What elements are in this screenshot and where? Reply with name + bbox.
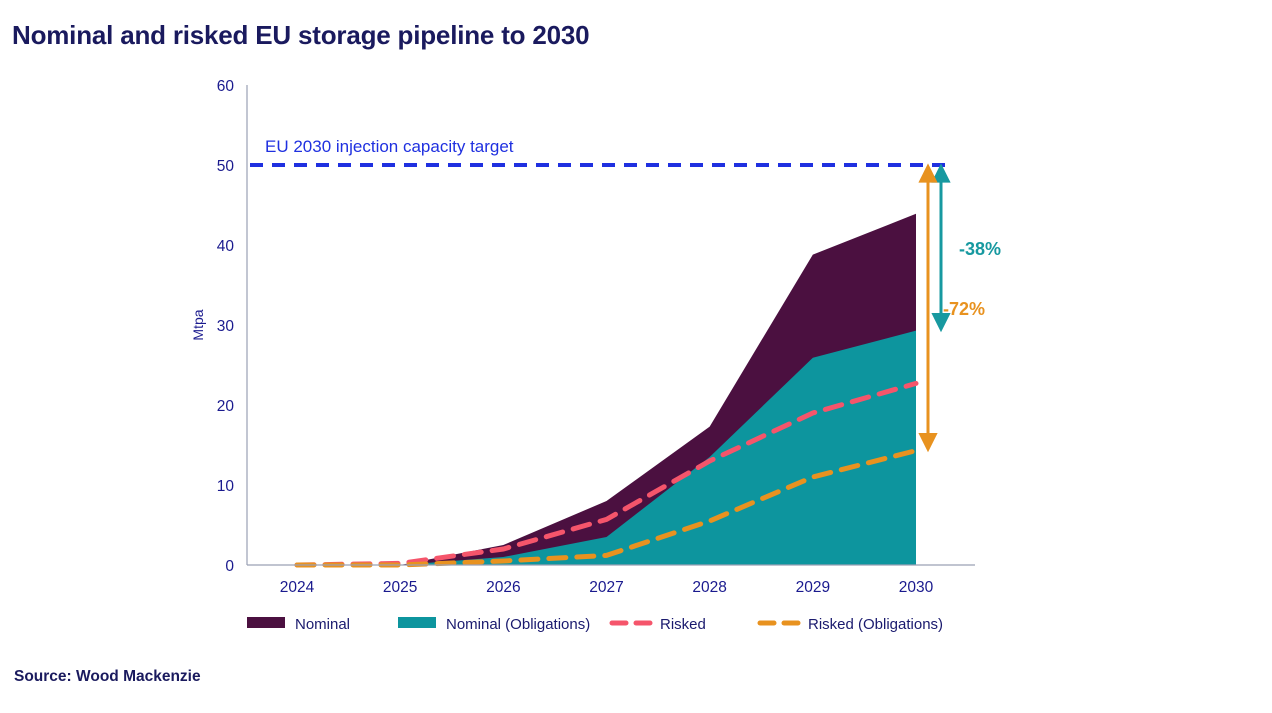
legend-swatch <box>247 617 285 628</box>
legend-label: Risked <box>660 616 706 633</box>
y-axis-tick-label: 50 <box>217 158 235 175</box>
gap-label-nominal-obligations: -38% <box>959 239 1001 259</box>
y-axis-tick-label: 20 <box>217 398 235 415</box>
x-axis-tick-label: 2027 <box>589 579 623 596</box>
legend-label: Nominal <box>295 616 350 633</box>
x-axis-tick-label: 2030 <box>899 579 934 596</box>
legend-label: Risked (Obligations) <box>808 616 943 633</box>
x-axis-tick-label: 2026 <box>486 579 520 596</box>
x-axis-tick-label: 2025 <box>383 579 417 596</box>
y-axis-title: Mtpa <box>190 309 206 340</box>
y-axis-tick-label: 40 <box>217 238 235 255</box>
legend-item[interactable]: Risked <box>609 616 706 633</box>
legend-swatch <box>398 617 436 628</box>
legend-item[interactable]: Risked (Obligations) <box>757 616 943 633</box>
y-axis-tick-label: 10 <box>217 478 235 495</box>
x-axis-tick-label: 2024 <box>280 579 315 596</box>
gap-label-risked-obligations: -72% <box>943 299 985 319</box>
target-reference-label: EU 2030 injection capacity target <box>265 137 514 156</box>
page-title: Nominal and risked EU storage pipeline t… <box>12 20 590 50</box>
legend-item[interactable]: Nominal (Obligations) <box>398 616 590 633</box>
area-nominal-obligations <box>297 330 916 565</box>
x-axis-tick-label: 2029 <box>796 579 830 596</box>
y-axis-tick-label: 60 <box>217 78 235 95</box>
y-axis-tick-label: 30 <box>217 318 235 335</box>
source-note: Source: Wood Mackenzie <box>14 668 201 685</box>
y-axis-tick-label: 0 <box>225 558 234 575</box>
line-risked <box>294 380 919 568</box>
legend-label: Nominal (Obligations) <box>446 616 590 633</box>
legend-item[interactable]: Nominal <box>247 616 350 633</box>
x-axis-tick-label: 2028 <box>692 579 726 596</box>
